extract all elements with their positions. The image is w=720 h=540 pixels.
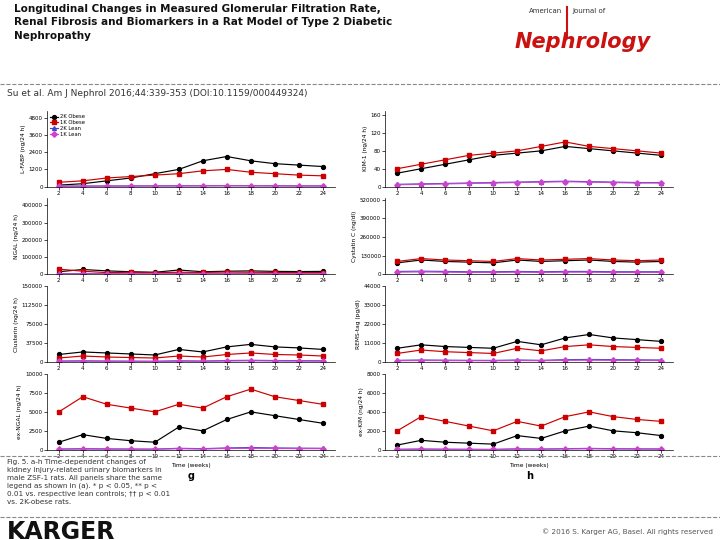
- Text: KARGER: KARGER: [7, 520, 116, 540]
- Y-axis label: NGAL (ng/24 h): NGAL (ng/24 h): [14, 214, 19, 259]
- Text: © 2016 S. Karger AG, Basel. All rights reserved: © 2016 S. Karger AG, Basel. All rights r…: [541, 528, 713, 535]
- Y-axis label: KIM-1 (ng/24 h): KIM-1 (ng/24 h): [363, 126, 368, 171]
- Text: c: c: [188, 295, 194, 306]
- X-axis label: Time (weeks): Time (weeks): [171, 463, 211, 468]
- Text: b: b: [526, 208, 533, 218]
- Y-axis label: REMS-tag (pg/dl): REMS-tag (pg/dl): [356, 299, 361, 349]
- Text: Su et al. Am J Nephrol 2016;44:339-353 (DOI:10.1159/000449324): Su et al. Am J Nephrol 2016;44:339-353 (…: [7, 89, 307, 98]
- Text: f: f: [527, 383, 531, 393]
- Text: American: American: [529, 8, 562, 15]
- Text: g: g: [187, 471, 194, 481]
- Text: Longitudinal Changes in Measured Glomerular Filtration Rate,
Renal Fibrosis and : Longitudinal Changes in Measured Glomeru…: [14, 4, 392, 40]
- Text: d: d: [526, 295, 533, 306]
- Legend: 2K Obese, 1K Obese, 2K Lean, 1K Lean: 2K Obese, 1K Obese, 2K Lean, 1K Lean: [50, 113, 86, 138]
- Text: Journal of: Journal of: [572, 8, 606, 15]
- Text: h: h: [526, 471, 533, 481]
- Y-axis label: Clusterin (ng/24 h): Clusterin (ng/24 h): [14, 296, 19, 352]
- Text: Fig. 5. a-h Time-dependent changes of
kidney injury-related urinary biomarkers i: Fig. 5. a-h Time-dependent changes of ki…: [7, 459, 171, 505]
- Y-axis label: ex-KIM (ng/24 h): ex-KIM (ng/24 h): [359, 387, 364, 436]
- Text: Nephrology: Nephrology: [515, 32, 651, 52]
- Y-axis label: L-FABP (ng/24 h): L-FABP (ng/24 h): [21, 124, 26, 173]
- Y-axis label: Cystatin C (ng/dl): Cystatin C (ng/dl): [352, 211, 357, 262]
- Text: e: e: [187, 383, 194, 393]
- X-axis label: Time (weeks): Time (weeks): [509, 463, 549, 468]
- Y-axis label: ex-NGAL (ng/24 h): ex-NGAL (ng/24 h): [17, 384, 22, 439]
- Text: a: a: [187, 208, 194, 218]
